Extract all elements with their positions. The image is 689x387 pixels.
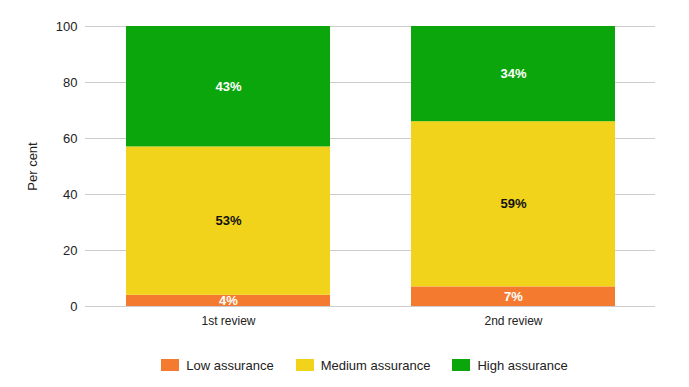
svg-text:100: 100 <box>56 19 78 34</box>
svg-text:0: 0 <box>70 299 77 314</box>
html-text:Low assurance: Low assurance <box>186 357 274 373</box>
svg-text:2nd review: 2nd review <box>484 314 542 328</box>
svg-text:20: 20 <box>63 243 77 258</box>
svg-text:1st review: 1st review <box>201 314 255 328</box>
html-text:Medium assurance: Medium assurance <box>320 357 431 373</box>
svg-text:40: 40 <box>63 187 77 202</box>
svg-text:59%: 59% <box>500 196 526 211</box>
html-text:High assurance: High assurance <box>477 357 568 373</box>
svg-text:7%: 7% <box>504 289 523 304</box>
svg-text:53%: 53% <box>215 213 241 228</box>
svg-text:34%: 34% <box>500 66 526 81</box>
svg-text:80: 80 <box>63 75 77 90</box>
svg-text:Per cent: Per cent <box>25 142 40 191</box>
svg-text:43%: 43% <box>215 79 241 94</box>
svg-text:4%: 4% <box>219 293 238 308</box>
svg-text:60: 60 <box>63 131 77 146</box>
